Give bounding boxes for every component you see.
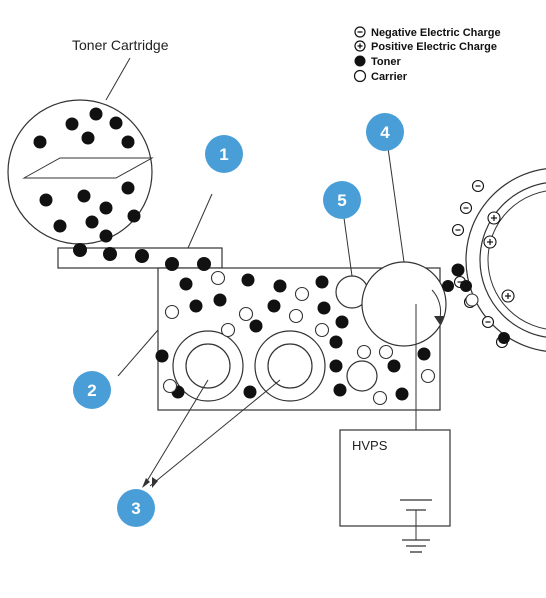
ground-icon: [402, 539, 430, 553]
agitator-roller: [346, 360, 378, 392]
svg-text:5: 5: [337, 191, 346, 210]
callout-badge: [205, 135, 243, 173]
callout-3-leader-b: [149, 379, 281, 487]
hvps-box: [339, 429, 451, 527]
cartridge-toner-particles: [33, 107, 141, 243]
callout-badge: [73, 371, 111, 409]
legend-positive-charge: Positive Electric Charge: [354, 40, 497, 53]
callout-3-leader-a: [143, 379, 209, 487]
callout-5-leader: [343, 217, 353, 277]
callout-2-leader: [117, 329, 159, 377]
arrow-head: [142, 478, 150, 488]
toner-cartridge-label: Toner Cartridge: [72, 37, 169, 53]
cartridge-blade: [22, 157, 154, 179]
toner-cartridge-leader-line: [105, 57, 131, 101]
arrow-head: [152, 477, 158, 488]
toner-icon: [354, 55, 366, 67]
callout-4-leader: [387, 147, 405, 263]
legend-label: Carrier: [371, 71, 408, 83]
rotation-arrow-head: [434, 316, 444, 325]
callout-badge: [117, 489, 155, 527]
svg-text:4: 4: [380, 123, 390, 142]
callout-4: 4: [366, 113, 404, 151]
hvps-label: HVPS: [352, 438, 388, 453]
mixing-auger-left: [172, 330, 244, 402]
toner-particles: [73, 243, 510, 401]
photosensitive-drum: [465, 168, 546, 352]
legend-carrier: Carrier: [353, 69, 408, 83]
legend-toner: Toner: [354, 55, 401, 68]
rotation-arrow: [431, 289, 442, 319]
callout-1-leader: [187, 193, 213, 249]
legend: Negative Electric Charge Positive Electr…: [353, 26, 501, 83]
legend-label: Toner: [371, 56, 401, 68]
callout-3: 3: [117, 489, 155, 527]
toner-cartridge-magnified: [7, 99, 154, 245]
cartridge-circle: [7, 99, 153, 245]
svg-text:3: 3: [131, 499, 140, 518]
legend-negative-charge: Negative Electric Charge: [354, 26, 501, 39]
callout-2: 2: [73, 371, 111, 409]
developer-roller: [361, 261, 447, 347]
callout-1: 1: [205, 135, 243, 173]
callout-badge: [323, 181, 361, 219]
carrier-particles: [162, 270, 479, 406]
drum-positive-charges: [483, 211, 515, 303]
callout-badge: [366, 113, 404, 151]
legend-label: Negative Electric Charge: [371, 27, 501, 39]
svg-text:1: 1: [219, 145, 228, 164]
legend-label: Positive Electric Charge: [371, 41, 497, 53]
mixing-auger-right: [254, 330, 326, 402]
carrier-icon: [353, 69, 367, 83]
svg-text:2: 2: [87, 381, 96, 400]
callout-5: 5: [323, 181, 361, 219]
